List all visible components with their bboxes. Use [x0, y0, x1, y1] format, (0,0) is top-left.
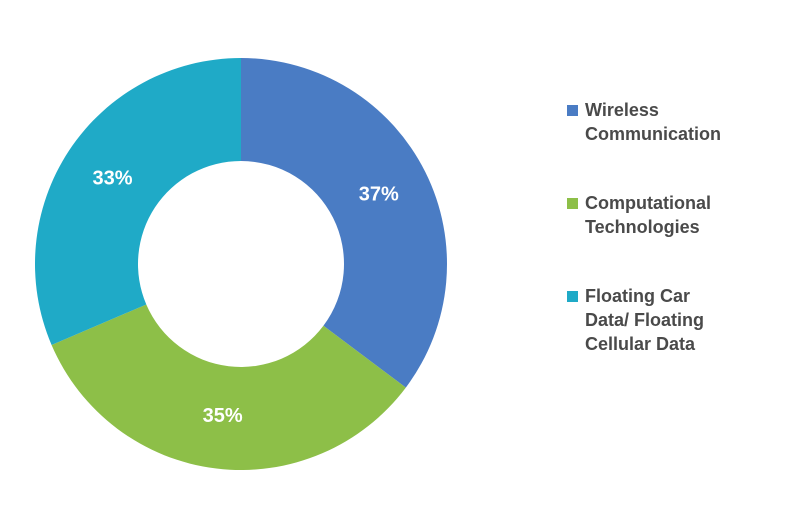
legend-swatch-wireless-communication [567, 105, 578, 116]
legend-swatch-floating-car-data [567, 291, 578, 302]
donut-slice-computational-technologies [51, 304, 406, 470]
legend-swatch-computational-technologies [567, 198, 578, 209]
legend-label-floating-car-data: Floating Car Data/ Floating Cellular Dat… [585, 286, 705, 354]
donut-slice-floating-car-data-floating-cellular-data [34, 58, 241, 345]
slice-label-floating-car-data-floating-cellular-data: 33% [92, 167, 132, 189]
legend: Wireless Communication Computational Tec… [567, 98, 787, 356]
legend-item-wireless-communication: Wireless Communication [567, 98, 787, 146]
legend-item-computational-technologies: Computational Technologies [567, 191, 787, 239]
legend-label-wireless-communication: Wireless Communication [585, 100, 722, 144]
legend-label-computational-technologies: Computational Technologies [585, 193, 711, 237]
donut-slice-wireless-communication [241, 58, 448, 388]
slice-label-computational-technologies: 35% [203, 405, 243, 427]
legend-item-floating-car-data: Floating Car Data/ Floating Cellular Dat… [567, 284, 787, 356]
slice-label-wireless-communication: 37% [359, 183, 399, 205]
